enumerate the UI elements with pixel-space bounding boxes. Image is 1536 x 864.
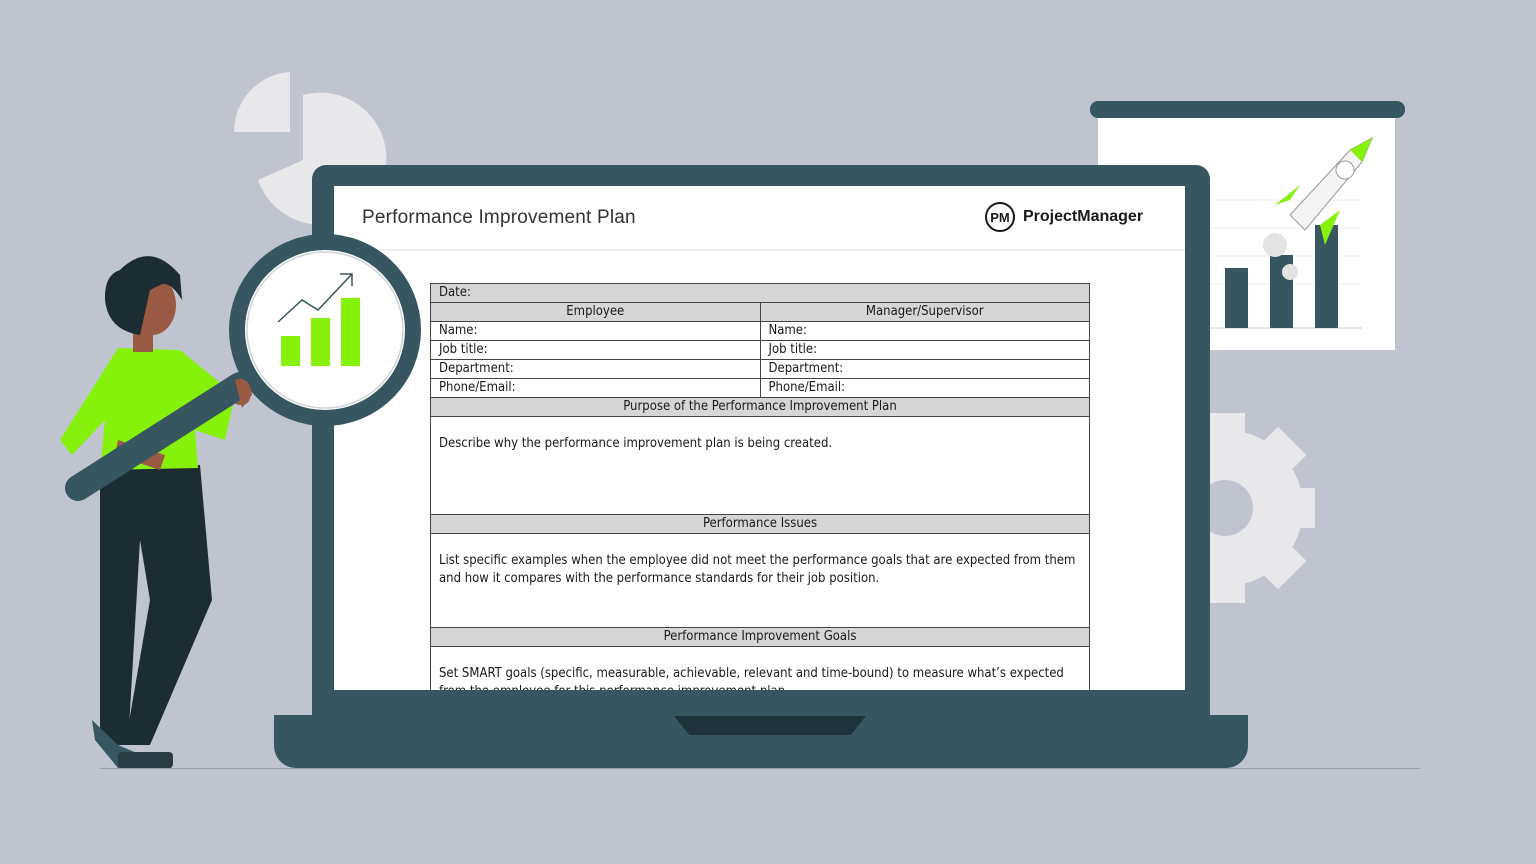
pm-logo-icon: PM <box>985 202 1015 232</box>
board-bar <box>1315 225 1338 328</box>
laptop-notch <box>674 716 866 735</box>
section-heading: Purpose of the Performance Improvement P… <box>430 397 1090 417</box>
section-body[interactable]: Set SMART goals (specific, measurable, a… <box>430 646 1090 690</box>
magnifier-bar <box>281 336 300 366</box>
ground-line <box>100 768 1420 769</box>
rocket-icon <box>1263 136 1374 280</box>
magnifier-bar <box>341 298 360 366</box>
document-title: Performance Improvement Plan <box>362 207 636 228</box>
magnifier-bar <box>311 318 330 366</box>
header-divider <box>334 249 1185 251</box>
board-bar <box>1225 268 1248 328</box>
manager-phone-email-field[interactable]: Phone/Email: <box>759 378 1090 398</box>
brand-logo: PM ProjectManager <box>985 202 1143 232</box>
magnifier-icon <box>65 234 421 501</box>
section-body[interactable]: List specific examples when the employee… <box>430 533 1090 628</box>
date-field[interactable]: Date: <box>430 283 1090 303</box>
pip-form: Date: Employee Manager/Supervisor Name: N… <box>430 283 1090 690</box>
laptop-screen: Performance Improvement Plan PM ProjectM… <box>334 186 1185 690</box>
section-body[interactable]: Describe why the performance improvement… <box>430 416 1090 515</box>
trend-arrow-icon <box>277 273 353 323</box>
brand-name: ProjectManager <box>1023 208 1144 225</box>
woman-illustration <box>60 256 250 768</box>
manager-column-header: Manager/Supervisor <box>759 302 1090 322</box>
